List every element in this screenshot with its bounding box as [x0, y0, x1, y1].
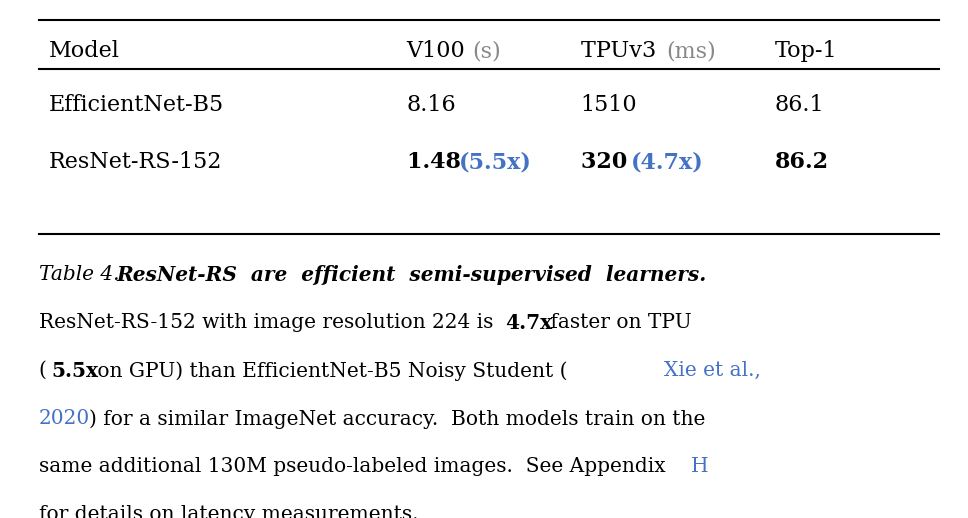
Text: 1510: 1510 [581, 94, 637, 116]
Text: TPUv3: TPUv3 [581, 40, 663, 62]
Text: 8.16: 8.16 [407, 94, 456, 116]
Text: V100: V100 [407, 40, 472, 62]
Text: (: ( [39, 361, 46, 380]
Text: Xie et al.,: Xie et al., [664, 361, 761, 380]
Text: ResNet-RS-152 with image resolution 224 is: ResNet-RS-152 with image resolution 224 … [39, 313, 499, 332]
Text: 5.5x: 5.5x [51, 361, 99, 381]
Text: Model: Model [48, 40, 119, 62]
Text: ResNet-RS  are  efficient  semi-supervised  learners.: ResNet-RS are efficient semi-supervised … [116, 265, 707, 285]
Text: 320: 320 [581, 151, 635, 174]
Text: 4.7x: 4.7x [505, 313, 553, 333]
Text: same additional 130M pseudo-labeled images.  See Appendix: same additional 130M pseudo-labeled imag… [39, 457, 672, 476]
Text: H: H [691, 457, 709, 476]
Text: ) for a similar ImageNet accuracy.  Both models train on the: ) for a similar ImageNet accuracy. Both … [89, 409, 706, 429]
Text: 86.1: 86.1 [774, 94, 824, 116]
Text: 1.48: 1.48 [407, 151, 469, 174]
Text: Top-1: Top-1 [774, 40, 837, 62]
Text: (5.5x): (5.5x) [459, 151, 531, 174]
Text: for details on latency measurements.: for details on latency measurements. [39, 505, 418, 518]
Text: faster on TPU: faster on TPU [544, 313, 692, 332]
Text: on GPU) than EfficientNet-B5 Noisy Student (: on GPU) than EfficientNet-B5 Noisy Stude… [91, 361, 567, 381]
Text: Table 4.: Table 4. [39, 265, 123, 284]
Text: (ms): (ms) [666, 40, 715, 62]
Text: 86.2: 86.2 [774, 151, 829, 174]
Text: (4.7x): (4.7x) [631, 151, 704, 174]
Text: ResNet-RS-152: ResNet-RS-152 [48, 151, 222, 174]
Text: EfficientNet-B5: EfficientNet-B5 [48, 94, 224, 116]
Text: 2020: 2020 [39, 409, 90, 428]
Text: (s): (s) [472, 40, 501, 62]
